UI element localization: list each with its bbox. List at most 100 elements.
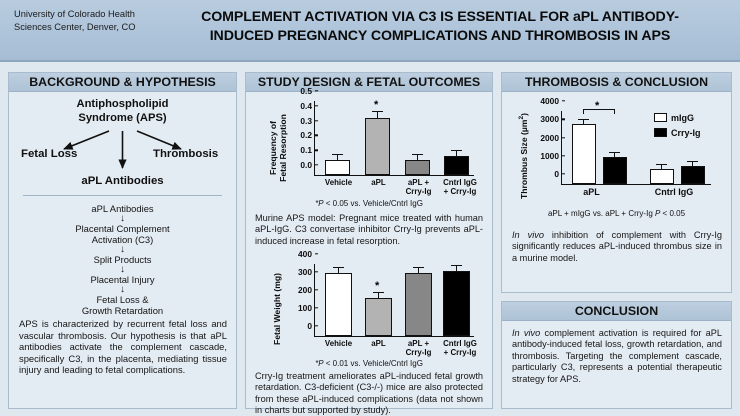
chart1-errcap-apl-crry (412, 153, 423, 155)
chart2-xlabel-apl: aPL (371, 339, 386, 348)
chart3-errcap-apl-crry (609, 151, 620, 153)
conclusion-text-italic: In vivo (512, 328, 541, 338)
chart2-err-apl-crry (418, 268, 420, 273)
chart3-bar-apl-migg (572, 124, 596, 184)
thrombosis-caption-rest: inhibition of complement with Crry-Ig si… (512, 230, 722, 263)
chart1-xlabel-apl-crry: aPL + Crry-Ig (405, 178, 432, 196)
cascade-step-5-label: Fetal Loss & (96, 294, 149, 305)
chart1-ytick-5: 0.5 (300, 86, 315, 96)
chart3-errcap-cntrl-crry (687, 160, 698, 162)
chart3-stat-note: aPL + mIgG vs. aPL + Crry-Ig P < 0.05 (547, 209, 686, 218)
chart1-ytick-4: 0.4 (300, 101, 315, 111)
cascade-arrow-4: ↓ (120, 284, 125, 295)
background-paragraph: APS is characterized by recurrent fetal … (19, 318, 227, 376)
panel-divider (23, 195, 222, 196)
chart3-ytick-1: 1000 (540, 151, 562, 161)
chart1-ytick-0: 0.0 (300, 160, 315, 170)
chart2-err-cntrl (456, 266, 458, 271)
chart2-xlabel-vehicle: Vehicle (324, 339, 353, 348)
chart1-caption: Murine APS model: Pregnant mice treated … (255, 213, 483, 246)
thrombosis-panel: THROMBOSIS & CONCLUSION Thrombus Size (µ… (501, 72, 732, 293)
cascade-step-1: aPL Antibodies (9, 203, 236, 214)
chart3-xlabel-cntrl: Cntrl IgG (654, 187, 694, 197)
cascade-step-3-label: Split Products (93, 254, 152, 265)
chart2-ytick-2: 200 (298, 285, 315, 295)
chart2-bar-cntrl (443, 270, 470, 336)
diagram-node-apl-antibodies: aPL Antibodies (81, 175, 164, 187)
chart2-y-axis-title: Fetal Weight (mg) (272, 273, 282, 345)
chart3-legend-label-crry: Crry-Ig (671, 128, 701, 138)
chart3-err-apl-crry (614, 153, 616, 157)
chart2-stat-note: *P < 0.01 vs. Vehicle/Cntrl IgG (315, 359, 423, 368)
chart1-significance-apl: * (374, 99, 379, 111)
thrombosis-caption: In vivo inhibition of complement with Cr… (512, 230, 722, 264)
diagram-node-fetal-loss: Fetal Loss (21, 148, 78, 160)
poster-header: University of Colorado Health Sciences C… (0, 0, 740, 62)
chart3-y-axis-title: Thrombus Size (µm2) (518, 113, 529, 199)
chart3-bar-apl-crry (603, 156, 627, 184)
cascade-step-2-label: Placental Complement (75, 223, 170, 234)
cascade-arrow-3: ↓ (120, 264, 125, 275)
cascade-step-2-label-2: Activation (C3) (91, 234, 154, 245)
cascade-step-5: Fetal Loss & Growth Retardation (9, 294, 236, 316)
cascade-arrow-1: ↓ (120, 213, 125, 224)
chart1-ytick-3: 0.3 (300, 116, 315, 126)
chart2-xlabel-cntrl: Cntrl IgG + Crry-Ig (443, 339, 477, 357)
cascade-step-4: Placental Injury (9, 274, 236, 285)
chart2-bar-apl-crry (405, 272, 432, 336)
chart-fetal-weight: Fetal Weight (mg) 400 300 200 100 0 * (246, 249, 492, 358)
chart-thrombus-size: Thrombus Size (µm2) 4000 3000 2000 1000 … (502, 95, 731, 205)
chart2-bar-vehicle (325, 272, 352, 336)
study-design-heading: STUDY DESIGN & FETAL OUTCOMES (246, 73, 492, 92)
diagram-root-line-2: Syndrome (APS) (78, 112, 167, 124)
chart3-bar-cntrl-crry (681, 165, 705, 184)
chart1-bar-vehicle (325, 160, 350, 175)
chart3-ytick-2: 2000 (540, 133, 562, 143)
chart2-ytick-3: 300 (298, 267, 315, 277)
chart1-err-apl-crry (417, 155, 419, 160)
thrombosis-heading: THROMBOSIS & CONCLUSION (502, 73, 731, 92)
chart1-y-axis-title: Frequency of Fetal Resorption (268, 111, 288, 185)
complement-cascade-diagram: aPL Antibodies ↓ Placental Complement Ac… (9, 203, 236, 316)
chart1-plot-area: 0.5 0.4 0.3 0.2 0.1 0.0 * (300, 86, 474, 176)
thrombosis-caption-italic: In vivo (512, 230, 544, 240)
study-design-panel: STUDY DESIGN & FETAL OUTCOMES Frequency … (245, 72, 493, 415)
chart2-ytick-1: 100 (298, 303, 315, 313)
chart1-y-axis-line-1: Frequency of (268, 121, 278, 175)
diagram-root-line-1: Antiphospholipid (76, 98, 169, 110)
aps-flow-diagram: Antiphospholipid Syndrome (APS) Fetal Lo… (9, 93, 236, 191)
chart1-err-apl (377, 112, 379, 118)
chart3-legend-crry: Crry-Ig (654, 128, 701, 138)
chart1-errcap-vehicle (332, 153, 343, 155)
chart1-ytick-2: 0.2 (300, 130, 315, 140)
chart1-y-axis-line-2: Fetal Resorption (278, 114, 288, 182)
chart1-bar-apl (365, 118, 390, 175)
cascade-step-2: Placental Complement Activation (C3) (9, 223, 236, 245)
cascade-arrow-2: ↓ (120, 244, 125, 255)
chart3-err-cntrl-migg (661, 165, 663, 169)
chart3-ytick-0: 0 (554, 169, 562, 179)
chart1-xlabel-vehicle: Vehicle (324, 178, 353, 187)
conclusion-panel: CONCLUSION In vivo complement activation… (501, 301, 732, 409)
chart1-xlabel-cntrl: Cntrl IgG + Crry-Ig (443, 178, 477, 196)
legend-swatch-black (654, 128, 667, 137)
chart1-ytick-1: 0.1 (300, 145, 315, 155)
chart2-caption: Crry-Ig treatment ameliorates aPL-induce… (255, 371, 483, 416)
chart3-ytick-3: 3000 (540, 114, 562, 124)
chart3-bar-cntrl-migg (650, 168, 674, 184)
legend-swatch-white (654, 113, 667, 122)
chart2-errcap-vehicle (333, 266, 344, 268)
chart3-errcap-cntrl-migg (656, 163, 667, 165)
chart2-ytick-4: 400 (298, 249, 315, 259)
chart3-err-cntrl-crry (692, 162, 694, 166)
conclusion-heading: CONCLUSION (502, 302, 731, 321)
chart1-bar-apl-crry (405, 160, 430, 175)
chart3-plot-area: 4000 3000 2000 1000 0 * (540, 96, 711, 185)
chart2-errcap-cntrl (451, 264, 462, 266)
chart2-err-vehicle (338, 268, 340, 273)
cascade-step-5-label-2: Growth Retardation (81, 305, 164, 316)
page-title-line-1: COMPLEMENT ACTIVATION VIA C3 IS ESSENTIA… (201, 9, 679, 25)
chart1-xlabel-apl: aPL (371, 178, 386, 187)
chart1-errcap-cntrl (451, 149, 462, 151)
